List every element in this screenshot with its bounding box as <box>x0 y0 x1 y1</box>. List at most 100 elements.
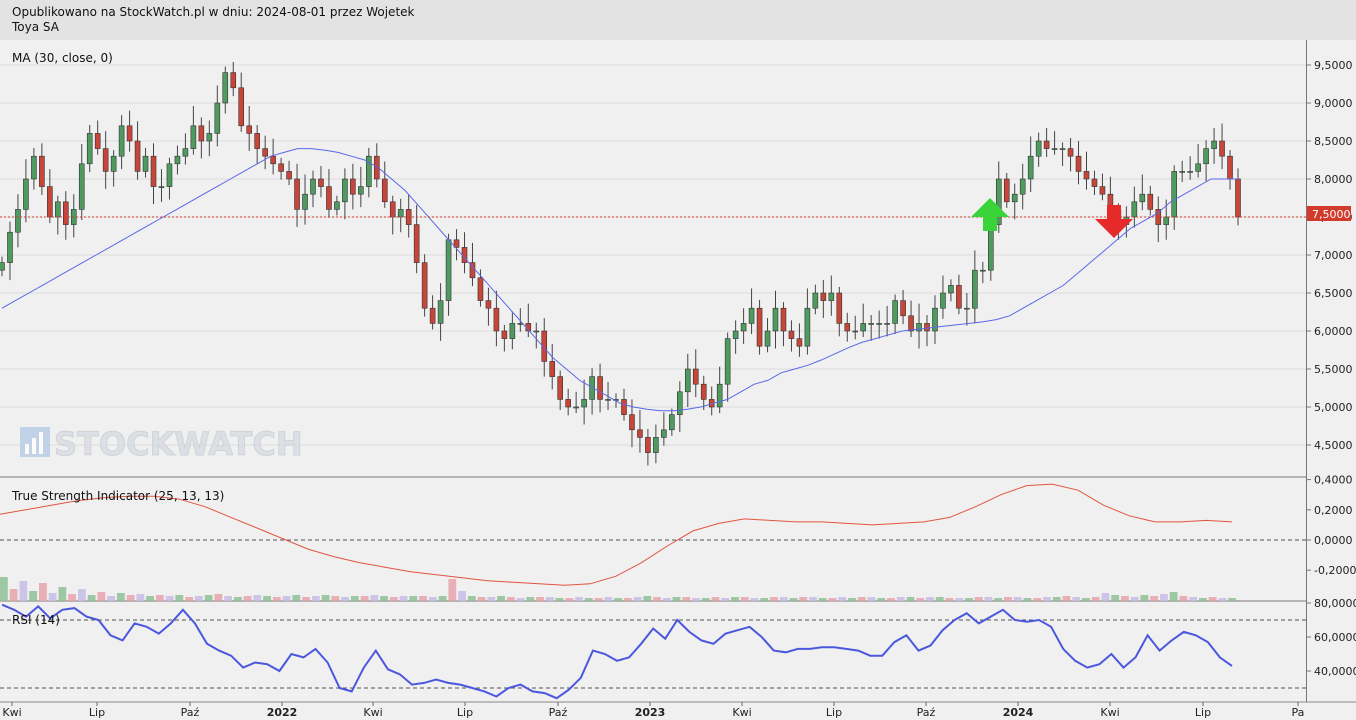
candle <box>509 312 516 350</box>
candle <box>342 168 348 220</box>
volume-bar <box>770 597 778 601</box>
candle <box>190 106 197 155</box>
published-info: Opublikowano na StockWatch.pl w dniu: 20… <box>12 5 415 19</box>
candle <box>326 169 332 218</box>
candle <box>629 399 635 448</box>
candle <box>565 388 571 416</box>
price-axis-tick: 4,5000 <box>1314 439 1353 452</box>
volume-bar <box>984 597 993 601</box>
volume-bar <box>467 596 476 601</box>
price-axis-tick: 6,5000 <box>1314 287 1353 300</box>
sell-arrow-icon <box>1095 205 1133 238</box>
volume-bar <box>887 598 895 601</box>
volume-bar <box>594 598 603 601</box>
candle <box>732 320 739 354</box>
volume-bar <box>1023 598 1032 601</box>
x-axis-label: Kwi <box>363 706 382 719</box>
rsi-axis-tick: 40,0000 <box>1314 665 1356 678</box>
x-axis-label: Paź <box>917 706 936 719</box>
volume-bar <box>165 596 174 601</box>
volume-bar <box>380 596 388 601</box>
volume-bar <box>1062 596 1071 601</box>
x-axis-label: Lip <box>826 706 842 719</box>
candle <box>493 290 500 347</box>
volume-bar <box>360 596 369 601</box>
volume-bar <box>253 595 262 601</box>
price-axis-tick: 6,0000 <box>1314 325 1353 338</box>
candle <box>158 169 165 202</box>
buy-arrow-icon <box>971 198 1009 231</box>
candle <box>222 66 229 114</box>
volume-bar <box>877 598 886 601</box>
volume-bar <box>1130 597 1139 601</box>
volume-bar <box>1091 597 1100 601</box>
candle <box>916 303 922 349</box>
candle <box>429 295 436 330</box>
candle <box>924 315 930 347</box>
candle <box>645 429 651 466</box>
candle <box>294 163 300 227</box>
volume-bar <box>965 598 973 601</box>
volume-bar <box>419 596 427 601</box>
candle <box>254 125 260 164</box>
volume-bar <box>536 597 544 601</box>
volume-bar <box>48 593 57 601</box>
candle <box>900 289 906 325</box>
candle <box>948 279 954 302</box>
volume-bar <box>926 597 934 601</box>
volume-bar <box>838 597 847 601</box>
volume-bar <box>692 598 700 601</box>
x-axis-label: 2024 <box>1003 706 1034 719</box>
volume-bar <box>438 596 447 601</box>
volume-bar <box>263 596 271 601</box>
candle <box>653 424 659 464</box>
volume-bar <box>526 597 535 601</box>
x-axis-label: Lip <box>457 706 473 719</box>
tsi-axis-tick: 0,0000 <box>1314 534 1353 547</box>
volume-bar <box>1160 594 1168 601</box>
candle <box>995 161 1002 233</box>
candle <box>724 332 731 402</box>
volume-bar <box>1072 597 1081 601</box>
price-axis-tick: 5,5000 <box>1314 363 1353 376</box>
candle <box>358 166 364 208</box>
candle <box>421 254 428 317</box>
volume-bar <box>19 581 28 601</box>
candle <box>78 144 85 221</box>
candle <box>533 322 540 349</box>
candle <box>1083 151 1090 190</box>
volume-bar <box>0 577 8 601</box>
candle <box>692 349 699 398</box>
candle <box>892 294 898 335</box>
volume-bar <box>194 596 203 601</box>
x-axis-label: Paź <box>549 706 568 719</box>
candle <box>118 115 125 170</box>
volume-bar <box>126 595 135 601</box>
candle <box>31 147 37 190</box>
volume-bar <box>633 597 642 601</box>
volume-bar <box>448 579 457 601</box>
candle <box>876 310 882 339</box>
volume-bar <box>302 597 310 601</box>
candle <box>756 299 763 355</box>
price-axis-tick: 9,0000 <box>1314 97 1353 110</box>
candle <box>1131 186 1138 228</box>
candle <box>780 302 787 347</box>
candle <box>206 120 213 157</box>
volume-bar <box>828 598 837 601</box>
candle <box>134 121 141 180</box>
volume-bar <box>9 589 18 601</box>
volume-bar <box>867 597 876 601</box>
volume-bar <box>672 597 681 601</box>
volume-bar <box>204 595 213 601</box>
volume-bar <box>58 587 67 601</box>
candle <box>812 284 819 315</box>
volume-bar <box>1082 598 1090 601</box>
volume-bar <box>848 598 856 601</box>
candle <box>166 157 173 200</box>
volume-bar <box>107 596 116 601</box>
candle <box>230 61 237 97</box>
candle <box>1203 140 1209 182</box>
volume-bar <box>77 589 86 601</box>
